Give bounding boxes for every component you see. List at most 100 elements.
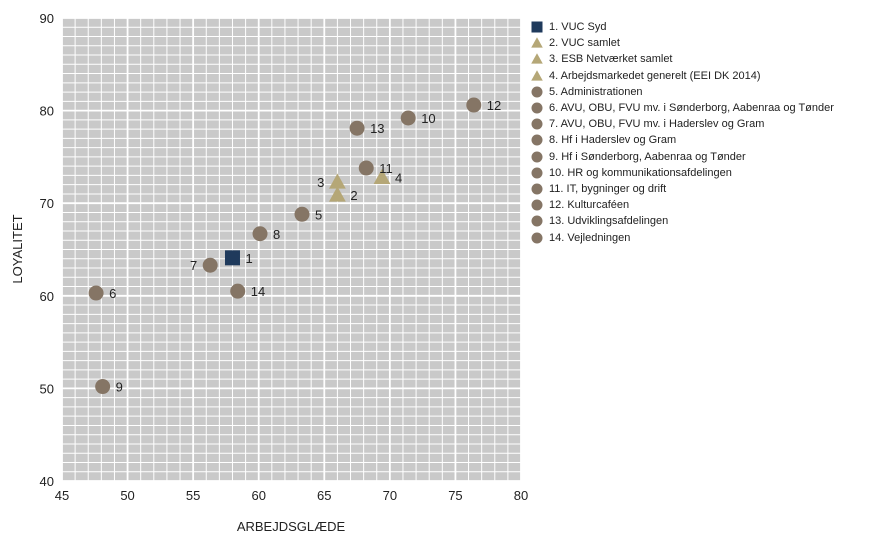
legend-item: 6. AVU, OBU, FVU mv. i Sønderborg, Aaben… xyxy=(531,100,869,116)
legend-label: 12. Kulturcaféen xyxy=(549,199,630,212)
legend-item: 1. VUC Syd xyxy=(531,19,869,35)
legend-marker-circle xyxy=(531,199,543,211)
legend-symbol xyxy=(531,167,543,179)
legend-label: 14. Vejledningen xyxy=(549,231,631,244)
x-tick-label: 65 xyxy=(317,488,331,503)
y-tick-label: 80 xyxy=(40,104,54,119)
legend-symbol xyxy=(531,53,543,65)
grid-lines xyxy=(61,17,522,482)
legend-marker-circle xyxy=(531,86,543,98)
legend-symbol xyxy=(531,69,543,81)
x-tick-label: 60 xyxy=(251,488,265,503)
x-tick-label: 45 xyxy=(55,488,69,503)
legend-label: 9. Hf i Sønderborg, Aabenraa og Tønder xyxy=(549,150,746,163)
x-tick-label: 75 xyxy=(448,488,462,503)
data-point-10 xyxy=(400,110,416,126)
data-point-label: 5 xyxy=(315,207,322,222)
data-points xyxy=(88,97,482,395)
legend-symbol xyxy=(531,86,543,98)
legend: 1. VUC Syd 2. VUC samlet 3. ESB Netværket … xyxy=(531,19,869,246)
y-axis-ticks: 40 50 60 70 80 90 xyxy=(40,11,54,489)
legend-marker-circle xyxy=(531,232,543,244)
data-point-label: 7 xyxy=(190,258,197,273)
legend-symbol xyxy=(531,232,543,244)
x-tick-label: 70 xyxy=(383,488,397,503)
legend-symbol xyxy=(531,199,543,211)
data-point-label: 3 xyxy=(317,175,324,190)
legend-marker-triangle xyxy=(531,37,543,49)
data-point-label: 1 xyxy=(245,251,252,266)
y-tick-label: 60 xyxy=(40,289,54,304)
x-tick-label: 55 xyxy=(186,488,200,503)
legend-item: 3. ESB Netværket samlet xyxy=(531,51,869,67)
data-point-label: 11 xyxy=(379,161,393,176)
legend-label: 6. AVU, OBU, FVU mv. i Sønderborg, Aaben… xyxy=(549,102,834,115)
data-point-label: 12 xyxy=(487,98,501,113)
data-point-label: 4 xyxy=(395,170,402,185)
legend-item: 13. Udviklingsafdelingen xyxy=(531,213,869,229)
legend-symbol xyxy=(531,134,543,146)
legend-marker-circle xyxy=(531,118,543,130)
x-tick-label: 50 xyxy=(120,488,134,503)
legend-label: 1. VUC Syd xyxy=(549,21,607,34)
y-tick-label: 70 xyxy=(40,196,54,211)
legend-item: 8. Hf i Haderslev og Gram xyxy=(531,132,869,148)
legend-label: 8. Hf i Haderslev og Gram xyxy=(549,134,677,147)
data-point-8 xyxy=(252,226,268,242)
legend-marker-triangle xyxy=(531,53,543,65)
legend-marker-circle xyxy=(531,134,543,146)
legend-symbol xyxy=(531,151,543,163)
legend-marker-triangle xyxy=(531,69,543,82)
legend-symbol xyxy=(531,37,543,48)
legend-label: 2. VUC samlet xyxy=(549,37,620,50)
legend-symbol xyxy=(531,118,543,130)
legend-item: 2. VUC samlet xyxy=(531,35,869,51)
legend-marker-circle xyxy=(531,102,543,114)
data-point-14 xyxy=(230,283,246,299)
data-point-label: 8 xyxy=(273,227,280,242)
y-tick-label: 50 xyxy=(40,381,54,396)
legend-item: 5. Administrationen xyxy=(531,84,869,100)
legend-label: 5. Administrationen xyxy=(549,85,643,98)
data-point-2 xyxy=(329,186,346,202)
legend-marker-square xyxy=(531,21,543,33)
data-point-label: 13 xyxy=(370,121,384,136)
data-point-4 xyxy=(373,168,391,184)
legend-item: 9. Hf i Sønderborg, Aabenraa og Tønder xyxy=(531,149,869,165)
legend-item: 14. Vejledningen xyxy=(531,229,869,245)
legend-label: 11. IT, bygninger og drift xyxy=(549,182,667,195)
data-point-9 xyxy=(95,379,111,395)
x-axis-title: ARBEJDSGLÆDE xyxy=(237,519,346,534)
y-tick-label: 90 xyxy=(40,11,54,26)
legend-label: 10. HR og kommunikationsafdelingen xyxy=(549,166,732,179)
data-point-label: 14 xyxy=(251,284,265,299)
legend-label: 3. ESB Netværket samlet xyxy=(549,53,673,66)
data-point-label: 10 xyxy=(421,111,435,126)
data-point-5 xyxy=(294,206,310,222)
plot-area xyxy=(61,17,522,482)
data-point-3 xyxy=(329,173,346,189)
data-point-1 xyxy=(224,250,240,266)
legend-marker-circle xyxy=(531,215,543,227)
legend-item: 10. HR og kommunikationsafdelingen xyxy=(531,165,869,181)
legend-marker-circle xyxy=(531,167,543,179)
x-axis-ticks: 45 50 55 60 65 70 75 80 xyxy=(55,488,528,503)
legend-item: 11. IT, bygninger og drift xyxy=(531,181,869,197)
data-point-label: 9 xyxy=(116,380,123,395)
legend-marker-circle xyxy=(531,151,543,163)
legend-symbol xyxy=(531,21,543,33)
legend-item: 7. AVU, OBU, FVU mv. i Haderslev og Gram xyxy=(531,116,869,132)
data-point-11 xyxy=(358,160,374,176)
legend-label: 7. AVU, OBU, FVU mv. i Haderslev og Gram xyxy=(549,118,765,131)
x-tick-label: 80 xyxy=(514,488,528,503)
y-axis-title: LOYALITET xyxy=(10,214,25,283)
data-point-13 xyxy=(349,120,365,136)
data-point-12 xyxy=(466,97,482,113)
y-tick-label: 40 xyxy=(40,474,54,489)
legend-symbol xyxy=(531,215,543,227)
legend-item: 12. Kulturcaféen xyxy=(531,197,869,213)
data-point-7 xyxy=(202,257,218,273)
data-point-label: 2 xyxy=(350,188,357,203)
